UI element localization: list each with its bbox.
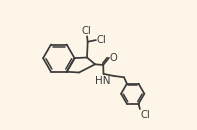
Text: Cl: Cl bbox=[140, 110, 150, 120]
Text: Cl: Cl bbox=[97, 35, 106, 45]
Text: O: O bbox=[110, 53, 118, 63]
Text: Cl: Cl bbox=[82, 26, 91, 36]
Text: HN: HN bbox=[95, 76, 111, 86]
